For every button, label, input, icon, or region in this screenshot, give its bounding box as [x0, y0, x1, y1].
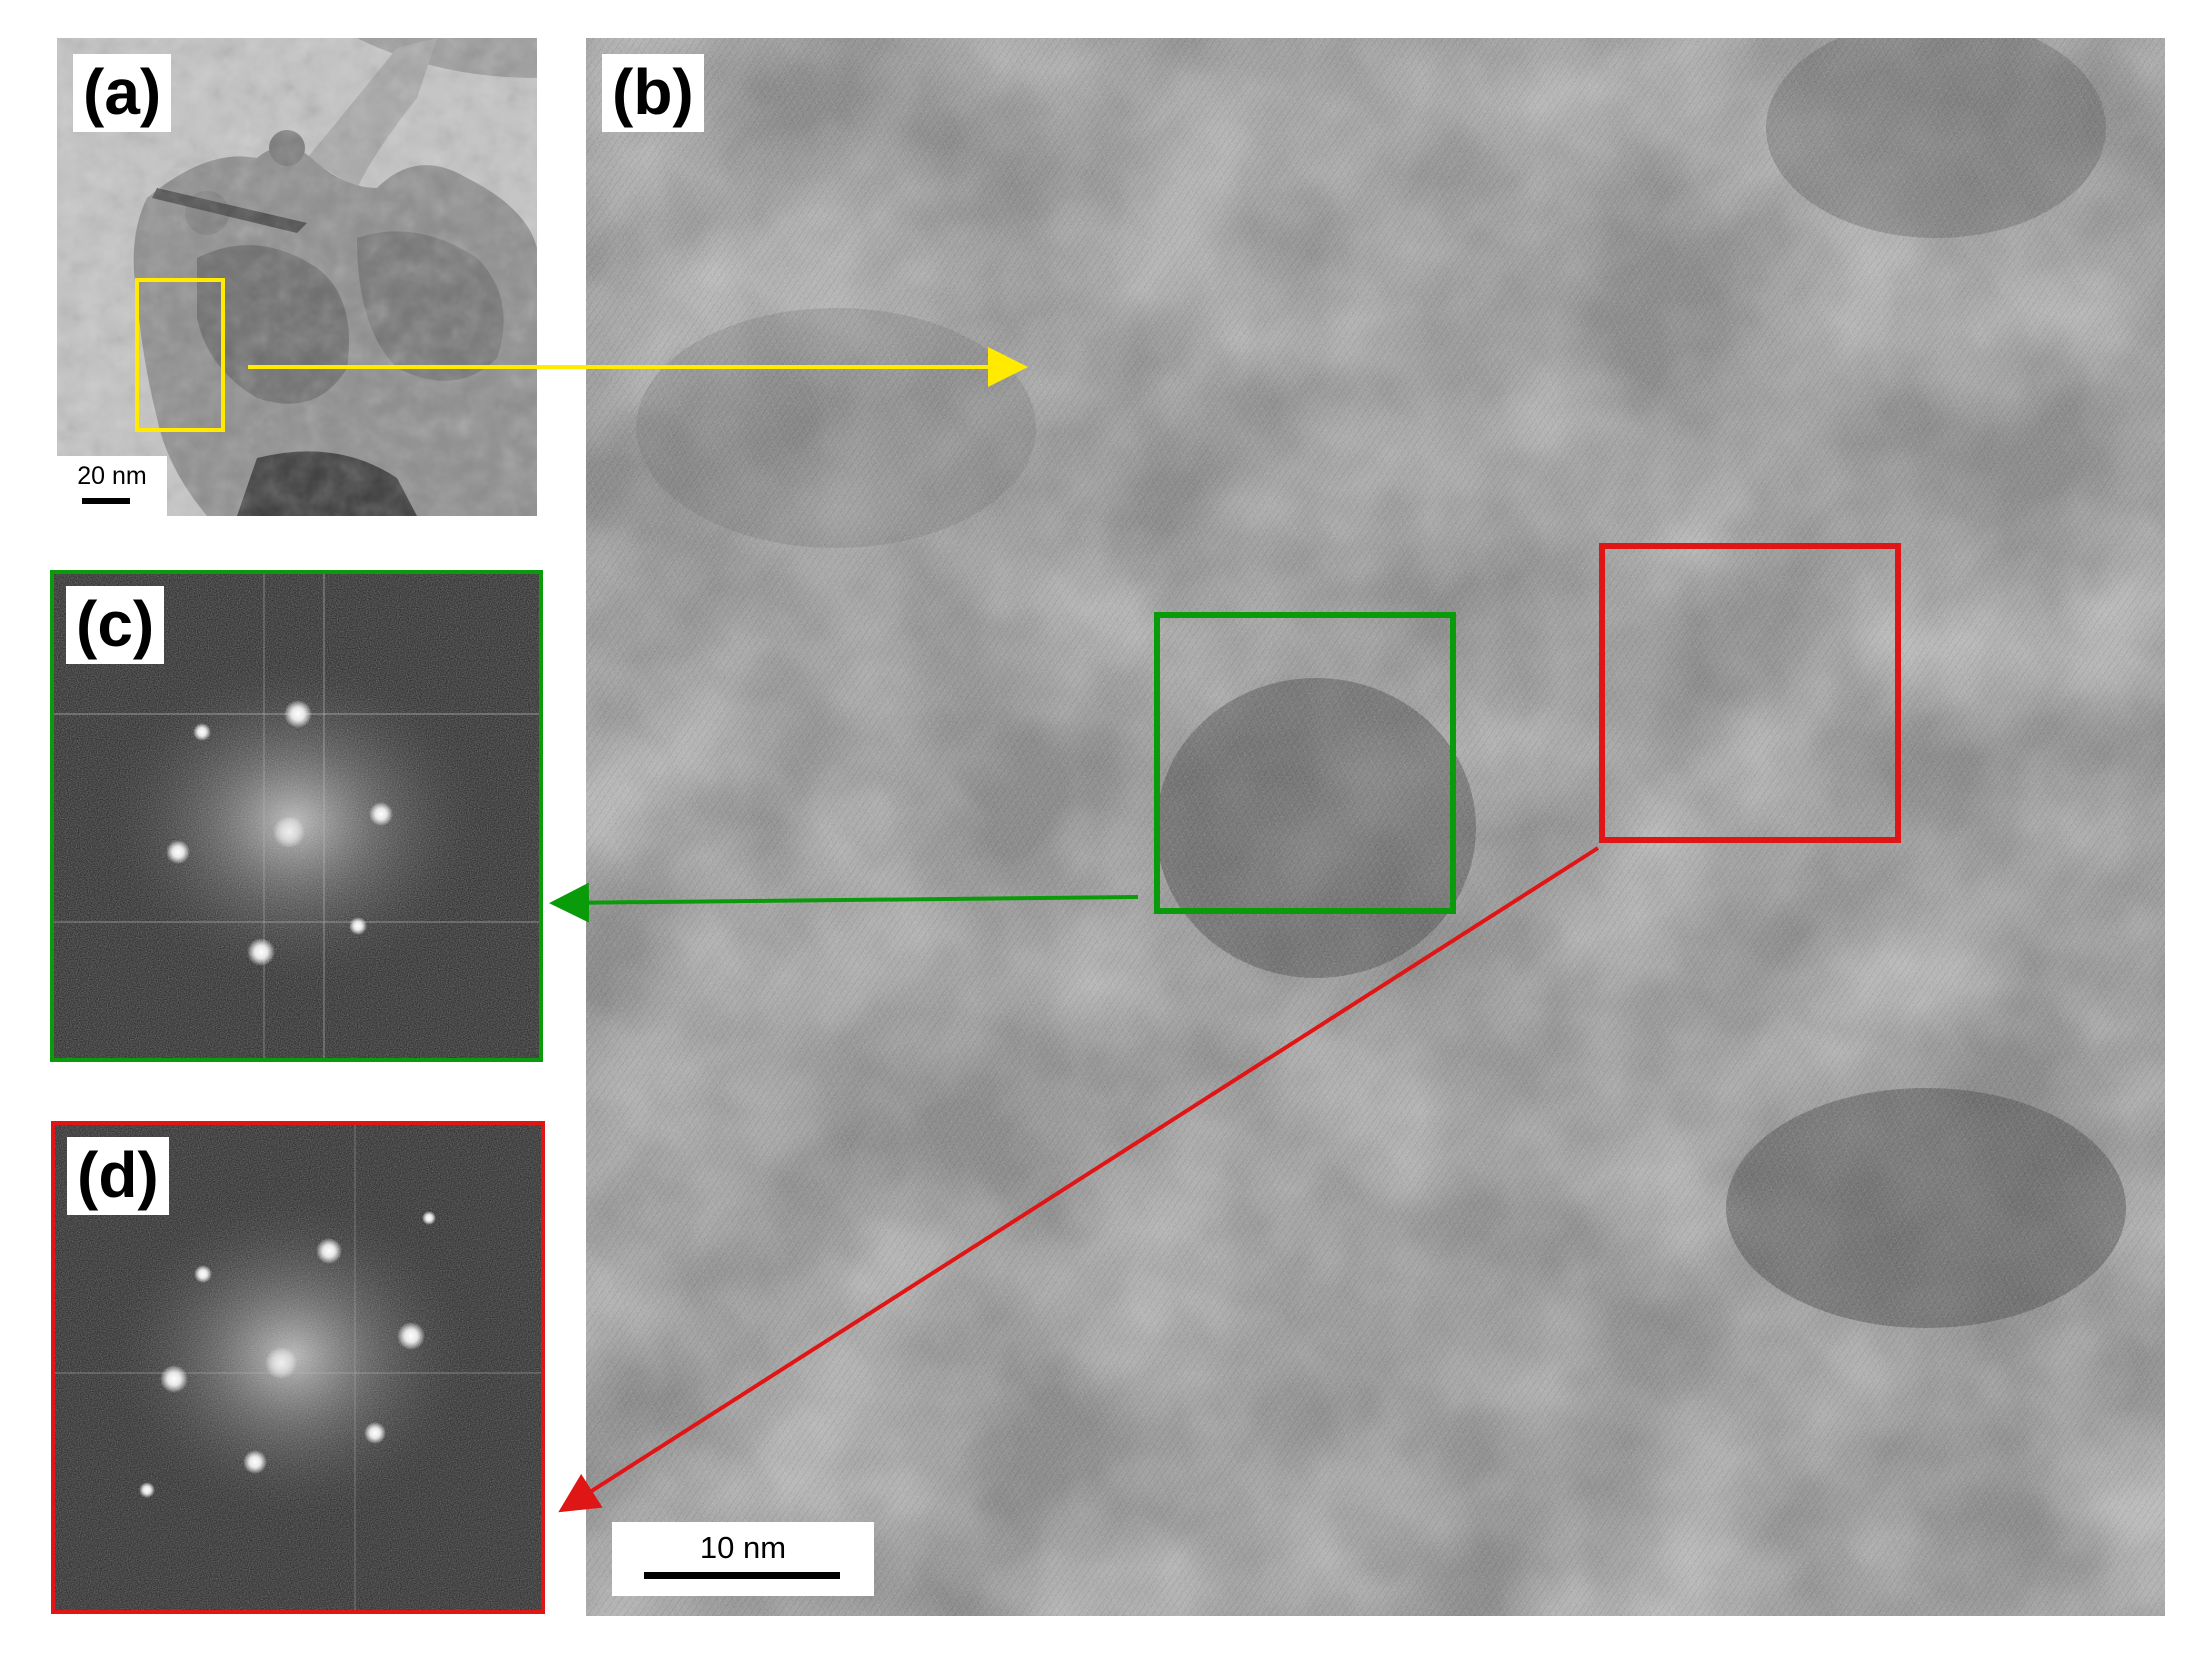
panel-d-label: (d) [67, 1137, 169, 1215]
panel-a-tem-lowmag: (a) 20 nm [57, 38, 537, 516]
panel-b-scalebar: 10 nm [612, 1522, 874, 1596]
yellow-selection-box [135, 278, 225, 432]
panel-b-scalebar-line [644, 1572, 840, 1579]
panel-a-label: (a) [73, 54, 172, 132]
panel-c-fft: (c) [50, 570, 543, 1062]
panel-a-scalebar: 20 nm [57, 456, 167, 516]
panel-b-hrtem: (b) 10 nm [586, 38, 2165, 1616]
panel-c-label: (c) [66, 586, 165, 664]
red-selection-box [1599, 543, 1901, 843]
panel-b-scalebar-text: 10 nm [699, 1530, 787, 1565]
panel-b-image [586, 38, 2165, 1616]
panel-a-scalebar-text: 20 nm [77, 462, 147, 490]
panel-b-label: (b) [602, 54, 704, 132]
panel-d-fft: (d) [51, 1121, 545, 1614]
panel-a-scalebar-line [82, 498, 130, 504]
